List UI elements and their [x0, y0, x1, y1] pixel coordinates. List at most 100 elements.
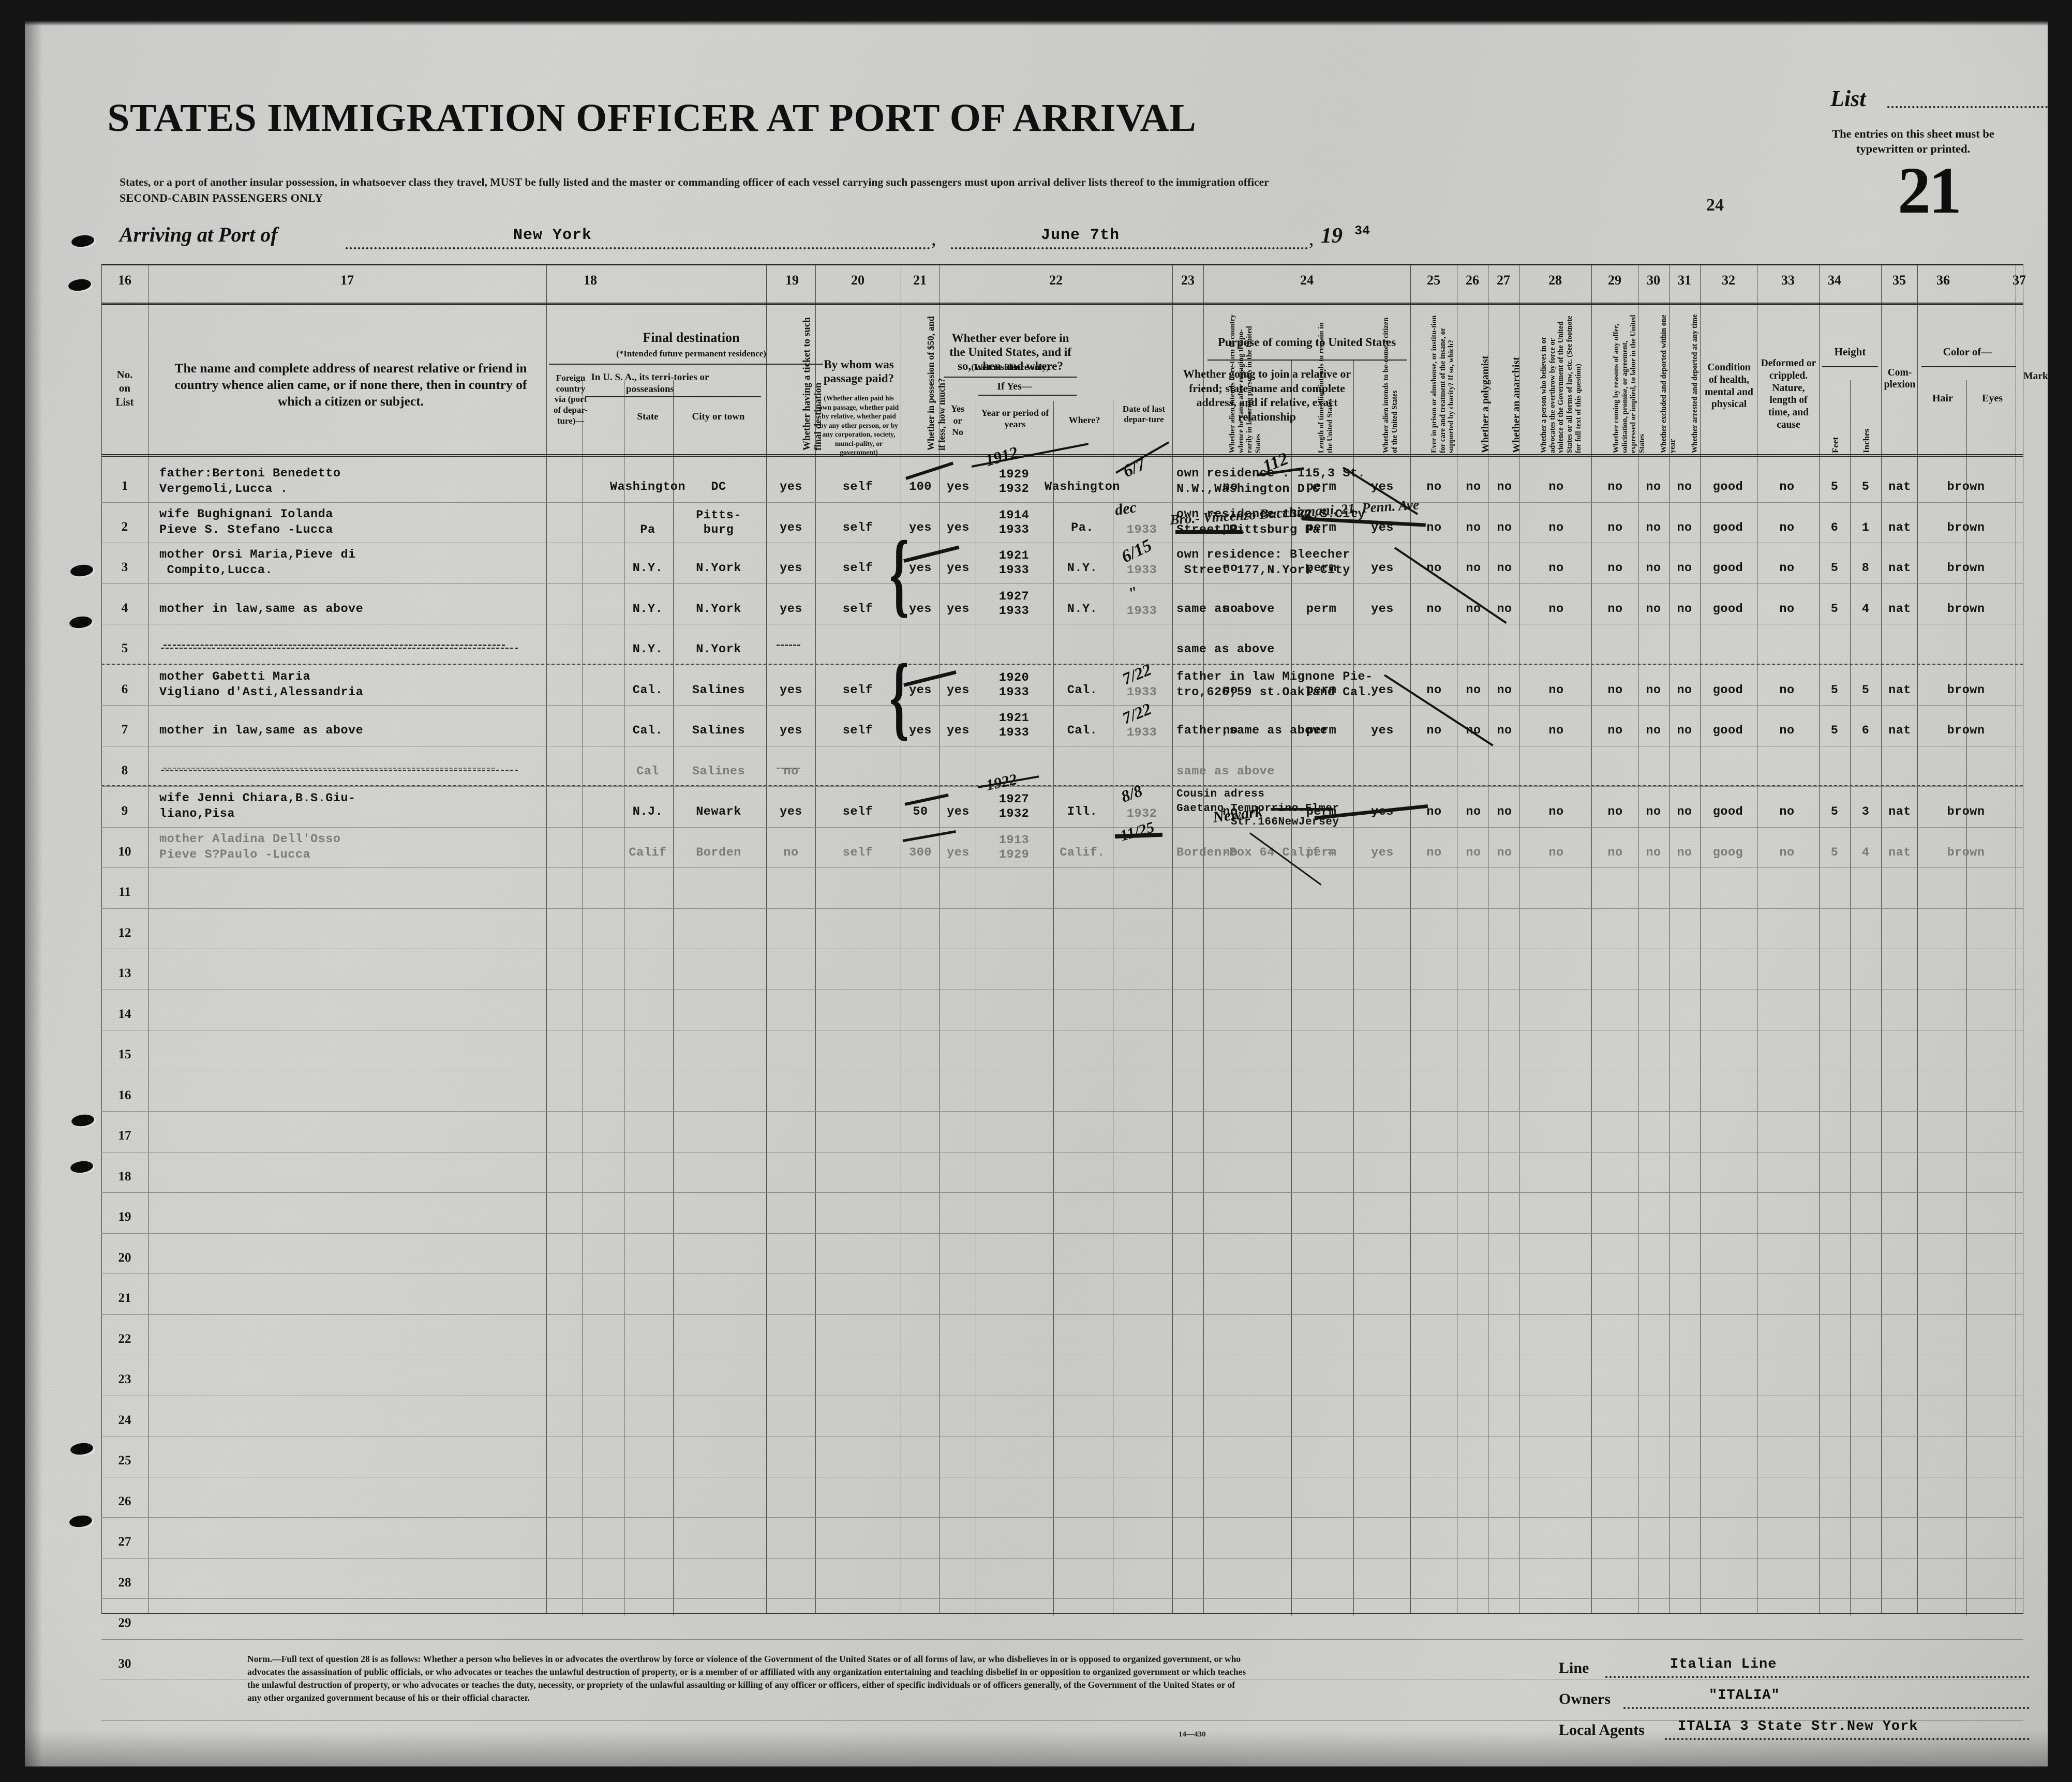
header-yes-or-no: Yes or No	[951, 403, 964, 437]
been-before-where: N.Y.	[1067, 602, 1098, 616]
arrested-deported: no	[1677, 480, 1692, 494]
column-number-25: 25	[1427, 273, 1440, 288]
money-possessed: 300	[909, 845, 932, 860]
destination-state: Cal.	[632, 683, 663, 697]
header-length-of-time: Length of time alien intends to remain i…	[1317, 322, 1334, 453]
header-rule-ifyes-bot	[978, 395, 1077, 396]
row-dash-filler	[161, 769, 518, 771]
polygamist: no	[1466, 683, 1481, 697]
table-row-divider	[101, 705, 2023, 706]
hair-color: brown	[1947, 520, 1985, 535]
relative-address-line: mother Orsi Maria,Pieve di	[159, 548, 356, 562]
relative-address-line: mother Aladina Dell'Osso	[159, 832, 341, 846]
handwritten-strikethrough	[902, 830, 956, 842]
been-before-year-last: 1933	[998, 563, 1030, 577]
date-field-rule	[951, 247, 1308, 249]
table-row-divider	[101, 908, 2023, 909]
joining-relative-line: same as above	[1176, 602, 1275, 616]
has-ticket: no	[783, 764, 799, 778]
relative-address-line: liano,Pisa	[159, 807, 235, 821]
row-number-23: 23	[118, 1372, 131, 1386]
advocates-overthrow: no	[1548, 845, 1564, 860]
header-feet: Feet	[1830, 437, 1840, 453]
handwritten-strikethrough	[1175, 530, 1243, 534]
joining-relative-line: father in law Mignone Pie-	[1176, 669, 1373, 684]
header-joining-relative: Whether going to join a relative or frie…	[1183, 367, 1351, 423]
been-before-year-last: 1932	[998, 482, 1030, 496]
hand-date-row3: 6/15	[1118, 535, 1155, 567]
health-condition: good	[1712, 520, 1743, 535]
row-number-7: 7	[121, 723, 128, 737]
intends-citizenship: yes	[1371, 602, 1394, 616]
excluded-deported: no	[1646, 724, 1661, 738]
health-condition: good	[1712, 602, 1743, 616]
header-rule-purpose	[1208, 360, 1407, 361]
table-row-divider	[101, 1314, 2023, 1315]
arrested-deported: no	[1677, 520, 1692, 535]
complexion: nat	[1888, 602, 1911, 616]
been-before-where: N.Y.	[1067, 561, 1098, 575]
row-number-28: 28	[118, 1575, 131, 1590]
header-hair: Hair	[1932, 393, 1953, 404]
deformed-crippled: no	[1779, 805, 1795, 819]
row-number-24: 24	[118, 1413, 131, 1427]
excluded-deported: no	[1646, 805, 1661, 819]
relative-address-line: mother Gabetti Maria	[159, 669, 311, 684]
been-before-yesno: yes	[947, 480, 970, 494]
header-anarchist: Whether an anarchist	[1511, 357, 1522, 453]
date-last-departure: 1933	[1126, 563, 1157, 577]
cabin-class-label: SECOND-CABIN PASSENGERS ONLY	[120, 191, 323, 204]
arrested-deported: no	[1677, 845, 1692, 860]
intends-return: no	[1223, 845, 1238, 860]
table-column-divider	[815, 265, 816, 1613]
header-inches: Inches	[1861, 428, 1871, 453]
labor-agreement: no	[1607, 724, 1623, 738]
length-of-stay: perm	[1306, 683, 1337, 697]
health-condition: good	[1712, 480, 1743, 494]
joining-relative-line: same as above	[1176, 642, 1275, 656]
health-condition: good	[1712, 724, 1743, 738]
table-column-divider	[1053, 401, 1054, 1615]
column-number-18: 18	[584, 273, 597, 288]
header-passage-paid: By whom was passage paid?	[823, 358, 895, 385]
table-double-rule	[101, 303, 2023, 305]
destination-city: Salines	[692, 764, 746, 778]
destination-city: N.York	[696, 561, 741, 575]
row-number-4: 4	[121, 601, 128, 615]
height-inches: 4	[1861, 845, 1870, 860]
table-column-divider	[766, 265, 767, 1613]
hair-color: brown	[1947, 805, 1985, 819]
row-number-25: 25	[118, 1454, 131, 1467]
handwritten-strikethrough	[1271, 808, 1333, 811]
column-number-36: 36	[1936, 273, 1950, 288]
joining-relative-line: same as above	[1176, 764, 1275, 778]
has-ticket: yes	[780, 520, 802, 535]
prison-almshouse: no	[1426, 602, 1442, 616]
header-rule-usa	[585, 396, 761, 397]
excluded-deported: no	[1646, 845, 1661, 860]
destination-state: N.J.	[632, 805, 663, 819]
list-field-rule	[1887, 106, 2048, 108]
bottom-edge-shadow	[25, 1730, 2048, 1766]
passenger-manifest-table: 16 17 18 19 20 21 22 23 24 25 26 27 28 29 30 31 32 33 34 35…	[101, 264, 2048, 1721]
height-feet: 6	[1830, 520, 1839, 535]
header-complexion: Com-plexion	[1884, 367, 1916, 391]
advocates-overthrow: no	[1548, 683, 1564, 697]
row-number-3: 3	[121, 560, 128, 574]
table-column-divider	[1850, 380, 1851, 1615]
hand-brace-rows-6-7: {	[889, 643, 909, 749]
table-row-divider	[101, 1233, 2023, 1234]
page-title: STATES IMMIGRATION OFFICER AT PORT OF AR…	[107, 96, 1197, 140]
local-agents-label: Local Agents	[1559, 1721, 1645, 1739]
intends-return: no	[1223, 724, 1238, 738]
been-before-yesno: yes	[947, 683, 970, 697]
table-column-divider	[1819, 265, 1820, 1613]
row-number-21: 21	[118, 1291, 131, 1305]
excluded-deported: no	[1646, 561, 1661, 575]
intends-return: no	[1223, 561, 1238, 575]
complexion: nat	[1888, 724, 1911, 738]
joining-relative-line: Street,Pittsburg Pa.	[1176, 522, 1328, 537]
column-number-16: 16	[118, 273, 131, 288]
destination-city: DC	[711, 480, 726, 494]
